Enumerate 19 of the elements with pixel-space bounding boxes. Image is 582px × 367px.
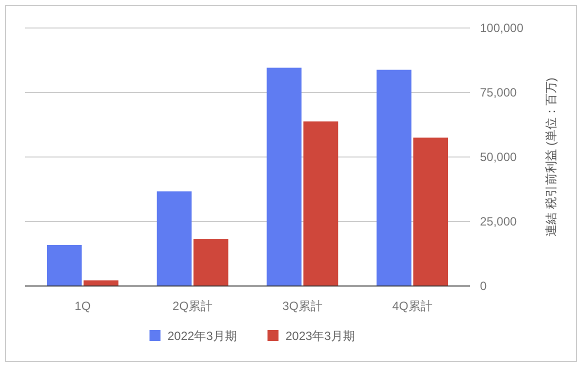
y-tick-label: 50,000 — [480, 150, 518, 164]
y-axis-title: 連結 税引前利益 (単位：百万) — [544, 78, 558, 236]
legend-label: 2023年3月期 — [286, 329, 355, 344]
bar — [156, 191, 192, 286]
x-tick-label: 4Q累計 — [392, 299, 432, 313]
y-tick-label: 75,000 — [480, 86, 518, 100]
y-tick-label: 100,000 — [480, 21, 524, 36]
y-tick-label: 25,000 — [480, 214, 518, 229]
x-tick-label: 3Q累計 — [282, 299, 322, 313]
x-tick-label: 1Q — [74, 299, 91, 313]
y-tick-label: 0 — [480, 279, 487, 294]
legend-label: 2022年3月期 — [168, 329, 237, 344]
bar — [193, 239, 228, 286]
bar — [303, 121, 338, 286]
bar — [413, 138, 448, 286]
bar — [266, 68, 302, 286]
bar — [376, 70, 412, 286]
x-tick-label: 2Q累計 — [172, 299, 213, 313]
bar — [46, 244, 82, 286]
